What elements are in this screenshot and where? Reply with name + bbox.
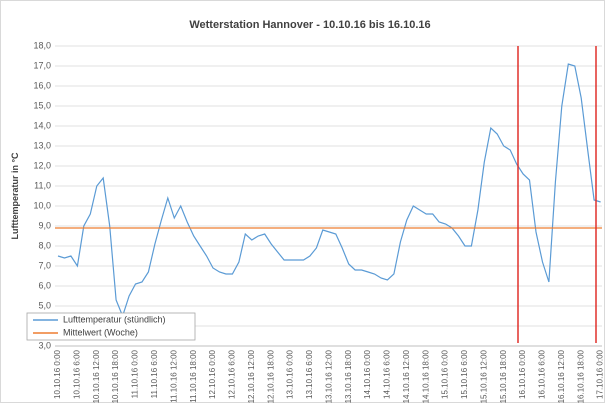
legend: Lufttemperatur (stündlich) Mittelwert (Wo…: [26, 312, 196, 341]
x-tick-label: 15.10.16 12:00: [479, 349, 488, 403]
plot-area: 3,04,05,06,07,08,09,010,011,012,013,014,…: [33, 40, 604, 403]
x-tick-label: 13.10.16 12:00: [324, 349, 333, 403]
chart-title: Wetterstation Hannover - 10.10.16 bis 16…: [189, 19, 430, 31]
x-tick-label: 16.10.16 18:00: [576, 349, 585, 403]
series-line: [57, 63, 601, 318]
legend-box: [26, 312, 196, 341]
x-tick-label: 16.10.16 12:00: [557, 349, 566, 403]
y-tick-label: 9,0: [38, 220, 51, 230]
x-tick-label: 10.10.16 0:00: [53, 349, 62, 398]
x-tick-label: 13.10.16 6:00: [305, 349, 314, 398]
y-tick-label: 5,0: [38, 300, 51, 310]
y-tick-label: 3,0: [38, 340, 51, 350]
x-tick-label: 15.10.16 0:00: [441, 349, 450, 398]
y-tick-label: 14,0: [33, 120, 51, 130]
y-axis-label: Lufttemperatur in °C: [10, 152, 20, 240]
x-tick-label: 14.10.16 12:00: [402, 349, 411, 403]
x-tick-label: 10.10.16 12:00: [92, 349, 101, 403]
x-tick-label: 12.10.16 18:00: [266, 349, 275, 403]
x-tick-label: 13.10.16 0:00: [286, 349, 295, 398]
x-tick-label: 15.10.16 6:00: [460, 349, 469, 398]
x-tick-label: 16.10.16 6:00: [538, 349, 547, 398]
y-tick-label: 7,0: [38, 260, 51, 270]
y-tick-label: 16,0: [33, 80, 51, 90]
x-tick-label: 11.10.16 12:00: [169, 349, 178, 402]
y-tick-label: 17,0: [33, 60, 51, 70]
legend-label: Lufttemperatur (stündlich): [63, 314, 166, 324]
x-tick-label: 14.10.16 6:00: [383, 349, 392, 398]
y-tick-label: 15,0: [33, 100, 51, 110]
x-tick-label: 14.10.16 0:00: [363, 349, 372, 398]
x-tick-label: 11.10.16 6:00: [150, 349, 159, 398]
y-tick-label: 13,0: [33, 140, 51, 150]
x-tick-label: 14.10.16 18:00: [421, 349, 430, 403]
x-tick-label: 15.10.16 18:00: [499, 349, 508, 403]
legend-label: Mittelwert (Woche): [63, 327, 138, 337]
y-tick-label: 8,0: [38, 240, 51, 250]
y-tick-label: 18,0: [33, 40, 51, 50]
x-tick-label: 10.10.16 6:00: [72, 349, 81, 398]
x-tick-label: 10.10.16 18:00: [111, 349, 120, 403]
y-tick-label: 11,0: [34, 180, 51, 190]
x-tick-label: 12.10.16 12:00: [247, 349, 256, 403]
x-tick-label: 12.10.16 6:00: [228, 349, 237, 398]
x-tick-label: 13.10.16 18:00: [344, 349, 353, 403]
x-tick-label: 11.10.16 0:00: [131, 349, 140, 398]
x-tick-label: 12.10.16 0:00: [208, 349, 217, 398]
x-tick-label: 11.10.16 18:00: [189, 349, 198, 402]
x-tick-label: 16.10.16 0:00: [518, 349, 527, 398]
y-tick-label: 6,0: [38, 280, 51, 290]
y-tick-label: 10,0: [33, 200, 51, 210]
x-tick-label: 17.10.16 0:00: [596, 349, 605, 398]
y-tick-label: 12,0: [33, 160, 51, 170]
